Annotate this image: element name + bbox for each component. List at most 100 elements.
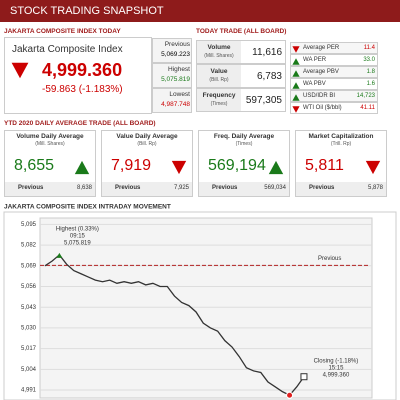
trend-arrow xyxy=(11,62,29,79)
indicator-value: 1.6 xyxy=(366,81,375,87)
card-unit: (Bill. Rp) xyxy=(137,141,157,147)
card-unit: (Trill. Rp) xyxy=(330,141,352,147)
trend-arrow xyxy=(292,106,300,113)
trend-arrow xyxy=(171,160,187,175)
indicator-value: 1.8 xyxy=(366,69,375,75)
jci-box xyxy=(4,37,152,114)
stat-label: Previous xyxy=(164,41,190,48)
y-tick-label: 5,030 xyxy=(21,325,37,331)
stat-box xyxy=(152,88,192,113)
reference-label: Previous xyxy=(318,256,341,262)
indicator-row xyxy=(290,102,378,114)
trade-label: Frequency xyxy=(202,92,236,99)
header-bar xyxy=(0,0,400,22)
stat-value: 5,069.223 xyxy=(161,51,190,58)
trend-arrow xyxy=(292,70,300,77)
section-title: TODAY TRADE (ALL BOARD) xyxy=(196,28,287,35)
card-unit: (Times) xyxy=(235,141,253,147)
indicator-value: 14,723 xyxy=(356,93,375,99)
y-tick-label: 5,095 xyxy=(21,222,37,228)
card-label: Value Daily Average xyxy=(116,133,178,140)
y-tick-label: 4,991 xyxy=(21,388,37,394)
jci-change: -59.863 (-1.183%) xyxy=(42,84,123,95)
closing-annotation: Closing (-1.18%) xyxy=(314,358,359,364)
trend-arrow xyxy=(365,160,381,175)
trade-label: Value xyxy=(210,68,228,75)
previous-label: Previous xyxy=(309,185,335,191)
previous-value: 7,925 xyxy=(173,185,189,191)
stat-value: 4,987.748 xyxy=(161,101,190,108)
trend-arrow xyxy=(74,160,90,175)
card-footer xyxy=(296,182,386,196)
trade-label-bg xyxy=(197,65,241,87)
highest-annotation: 5,075.819 xyxy=(64,241,91,247)
card-value: 5,811 xyxy=(305,157,344,174)
indicator-label: WA PER xyxy=(303,57,327,63)
stat-box xyxy=(152,38,192,63)
previous-value: 569,034 xyxy=(264,185,286,191)
highest-annotation: Highest (0.33%) xyxy=(56,227,99,233)
trend-arrow xyxy=(292,46,300,53)
indicator-label: WTI Oil ($/bbl) xyxy=(303,105,342,111)
indicator-value: 41.11 xyxy=(360,105,375,111)
trade-unit: (Times) xyxy=(210,101,228,107)
indicator-value: 11.4 xyxy=(363,45,375,51)
indicator-row xyxy=(290,66,378,78)
card-label: Market Capitalization xyxy=(308,133,374,140)
trade-label-bg xyxy=(197,41,241,63)
trade-unit: (Mill. Shares) xyxy=(204,53,234,59)
indicator-row xyxy=(290,42,378,54)
stat-box xyxy=(152,63,192,88)
trend-arrow xyxy=(268,160,284,175)
previous-value: 8,638 xyxy=(76,185,92,191)
trend-arrow xyxy=(292,58,300,65)
trade-value: 597,305 xyxy=(245,95,282,106)
previous-label: Previous xyxy=(115,185,141,191)
trade-label-bg xyxy=(197,89,241,111)
indicator-value: 33.0 xyxy=(363,57,375,63)
trade-label: Volume xyxy=(207,44,231,51)
y-tick-label: 5,056 xyxy=(21,284,37,290)
trade-unit: (Bill. Rp) xyxy=(209,77,229,83)
card-footer xyxy=(5,182,95,196)
trend-arrow xyxy=(292,94,300,101)
card-label: Freq. Daily Average xyxy=(213,133,275,140)
jci-name: Jakarta Composite Index xyxy=(12,44,123,55)
card-unit: (Mill. Shares) xyxy=(35,141,65,147)
indicator-row xyxy=(290,54,378,66)
plot-area xyxy=(39,217,373,399)
y-tick-label: 5,082 xyxy=(21,243,37,249)
trade-value: 11,616 xyxy=(252,47,282,58)
card-label: Volume Daily Average xyxy=(16,133,84,140)
indicator-label: WA PBV xyxy=(303,81,326,87)
card-value: 8,655 xyxy=(14,157,55,174)
closing-annotation: 4,999.360 xyxy=(323,372,350,378)
close-marker xyxy=(300,373,308,381)
indicator-row xyxy=(290,78,378,90)
stat-value: 5,075.819 xyxy=(161,76,190,83)
card-footer xyxy=(199,182,289,196)
index-line xyxy=(44,253,305,397)
low-marker xyxy=(286,391,294,399)
y-tick-label: 5,069 xyxy=(21,263,37,269)
highest-annotation: 09:15 xyxy=(70,234,86,240)
trend-arrow xyxy=(292,82,300,89)
card-value: 569,194 xyxy=(208,157,266,174)
card-value: 7,919 xyxy=(111,157,152,174)
indicator-label: Average PER xyxy=(303,45,340,51)
section-title: YTD 2020 DAILY AVERAGE TRADE (ALL BOARD) xyxy=(4,120,156,127)
y-tick-label: 5,017 xyxy=(21,346,37,352)
high-marker xyxy=(56,252,63,258)
jci-value: 4,999.360 xyxy=(42,60,123,80)
stat-label: Lowest xyxy=(169,91,190,98)
indicator-label: USD/IDR BI xyxy=(303,93,336,99)
indicator-row xyxy=(290,90,378,102)
previous-label: Previous xyxy=(18,185,44,191)
indicator-label: Average PBV xyxy=(303,69,339,75)
trade-value: 6,783 xyxy=(256,71,282,82)
y-tick-label: 5,004 xyxy=(21,367,37,373)
y-tick-label: 5,043 xyxy=(21,305,37,311)
closing-annotation: 15:15 xyxy=(328,365,344,371)
